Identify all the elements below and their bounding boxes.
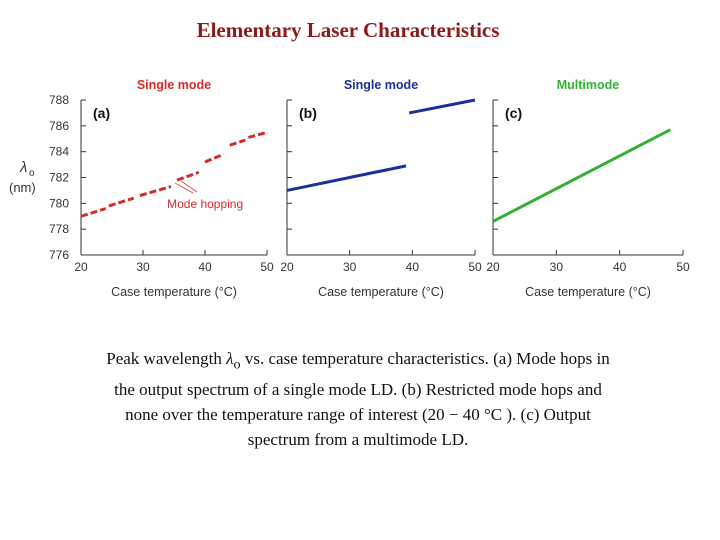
- x-tick-label: 50: [676, 260, 690, 274]
- annotation-text: Mode hopping: [167, 197, 243, 211]
- lambda-symbol: λ: [226, 349, 234, 368]
- x-tick-label: 50: [468, 260, 482, 274]
- series-segment: [176, 170, 200, 182]
- caption-line-4: spectrum from a multimode LD.: [247, 430, 469, 450]
- lambda-subscript: o: [233, 356, 241, 373]
- y-axis-symbol: λ: [19, 159, 27, 176]
- series-segment: [80, 207, 107, 218]
- caption-line-3: none over the temperature range of inter…: [125, 405, 591, 425]
- series-segment: [204, 152, 225, 164]
- series-segment: [229, 138, 246, 147]
- series-segment: [408, 98, 476, 115]
- x-tick-label: 40: [406, 260, 420, 274]
- figure-caption: Peak wavelength λo vs. case temperature …: [40, 346, 676, 452]
- x-tick-label: 20: [74, 260, 88, 274]
- chart-panel-3: 20 30 40 50 Multimode (c) Case temperature (°C…: [486, 78, 690, 299]
- x-axis-label: Case temperature (°C): [318, 285, 444, 299]
- x-tick-label: 20: [280, 260, 294, 274]
- x-tick-label: 40: [613, 260, 627, 274]
- y-tick-label: 784: [49, 145, 69, 159]
- x-axis-label: Case temperature (°C): [111, 285, 237, 299]
- caption-line-1-start: Peak wavelength: [106, 349, 227, 368]
- series-segment: [286, 164, 407, 192]
- chart-panel-2: 20 30 40 50 Single mode (b) Case temperature (…: [280, 78, 482, 299]
- y-tick-label: 788: [49, 93, 69, 107]
- y-axis-label: λ o (nm): [9, 159, 36, 195]
- laser-characteristics-figure: 20 30 40 50 776 778 780 782 784 786 788 Single mode…: [9, 78, 690, 299]
- panel-header: Single mode: [344, 78, 418, 92]
- panel-tag: (a): [93, 105, 110, 121]
- chart-panel-1: 20 30 40 50 776 778 780 782 784 786 788 Single mode…: [49, 78, 274, 299]
- annotation-leader: [174, 182, 194, 194]
- y-tick-label: 786: [49, 119, 69, 133]
- caption-line-1: Peak wavelength λo vs. case temperature …: [40, 346, 676, 377]
- x-tick-label: 50: [260, 260, 274, 274]
- annotation-leader: [180, 180, 198, 193]
- series-segment: [108, 196, 135, 208]
- panel-tag: (c): [505, 105, 522, 121]
- x-axis-label: Case temperature (°C): [525, 285, 651, 299]
- y-tick-label: 780: [49, 196, 69, 210]
- series-segment: [247, 130, 268, 139]
- caption-line-2: the output spectrum of a single mode LD.…: [114, 380, 602, 400]
- panel-tag: (b): [299, 105, 317, 121]
- x-tick-label: 20: [486, 260, 500, 274]
- series-segment: [139, 185, 172, 198]
- panel-header: Single mode: [137, 78, 211, 92]
- x-tick-label: 40: [198, 260, 212, 274]
- y-axis-unit: (nm): [9, 180, 36, 195]
- x-tick-label: 30: [343, 260, 357, 274]
- panel-header: Multimode: [557, 78, 620, 92]
- x-tick-label: 30: [136, 260, 150, 274]
- caption-line-1-end: vs. case temperature characteristics. (a…: [240, 349, 610, 368]
- y-tick-label: 778: [49, 222, 69, 236]
- series-segment: [492, 128, 672, 223]
- y-tick-label: 776: [49, 248, 69, 262]
- slide-title: Elementary Laser Characteristics: [196, 18, 500, 42]
- y-tick-label: 782: [49, 171, 69, 185]
- y-axis-subscript: o: [29, 168, 35, 179]
- x-tick-label: 30: [550, 260, 564, 274]
